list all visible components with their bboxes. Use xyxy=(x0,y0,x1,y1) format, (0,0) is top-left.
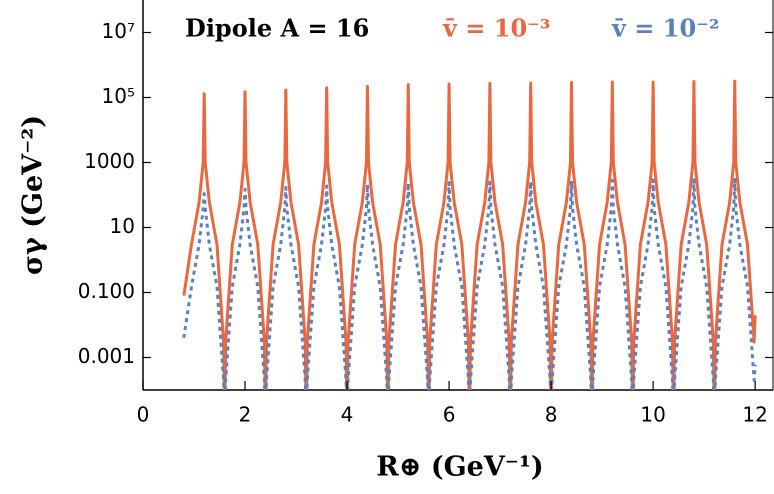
y-axis-label: σγ (GeV⁻²) xyxy=(18,115,49,275)
y-tick-label: 0.001 xyxy=(78,344,135,368)
plot-area xyxy=(182,79,757,390)
x-tick-label: 10 xyxy=(640,403,665,427)
x-tick-label: 6 xyxy=(443,403,456,427)
series-line xyxy=(182,79,757,390)
y-tick-label: 10 xyxy=(110,214,135,238)
x-tick-label: 12 xyxy=(742,403,767,427)
y-tick-label: 10⁵ xyxy=(102,84,135,108)
legend-entry: v̄ = 10⁻³ xyxy=(442,14,550,43)
x-tick-label: 8 xyxy=(545,403,558,427)
x-tick-label: 0 xyxy=(137,403,150,427)
x-tick-label: 2 xyxy=(239,403,252,427)
x-axis-label: R⊕ (GeV⁻¹) xyxy=(376,452,543,483)
y-tick-label: 0.100 xyxy=(78,279,135,303)
series-line xyxy=(182,177,757,390)
y-tick-label: 1000 xyxy=(84,149,135,173)
legend-entry: v̄ = 10⁻² xyxy=(611,14,719,43)
x-tick-label: 4 xyxy=(341,403,354,427)
y-tick-label: 10⁷ xyxy=(102,19,135,43)
annotation: Dipole A = 16 xyxy=(185,14,369,43)
